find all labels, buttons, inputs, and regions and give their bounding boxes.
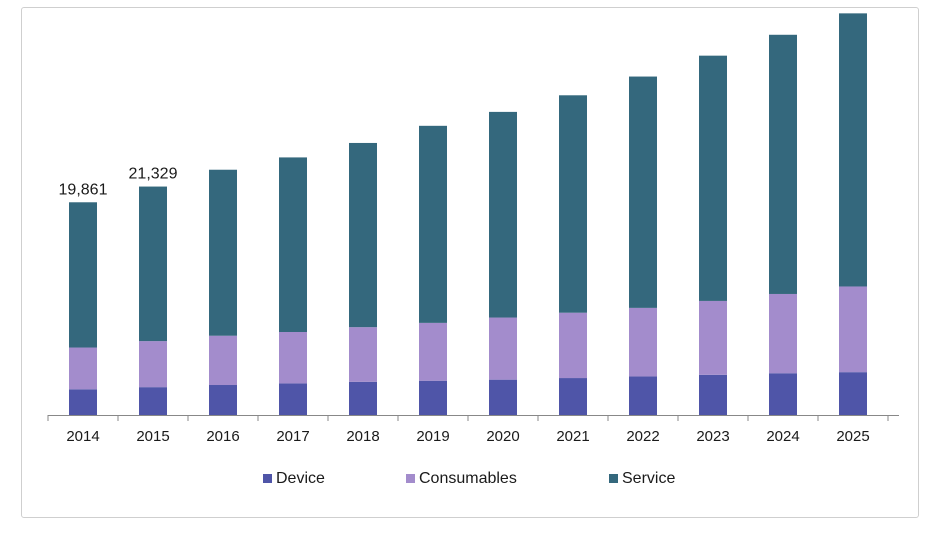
x-tick-label-2023: 2023 <box>696 428 729 445</box>
bar-service-2023 <box>699 55 727 301</box>
bar-device-2014 <box>69 389 97 415</box>
bar-consumables-2016 <box>209 335 237 386</box>
bar-device-2019 <box>419 380 447 415</box>
stacked-bar-chart: 19,861 2014 21,329 2015 2016 2017 2018 2019 2020… <box>47 13 899 487</box>
bar-consumables-2017 <box>279 331 307 384</box>
bar-device-2016 <box>209 385 237 415</box>
bar-device-2023 <box>699 374 727 415</box>
bar-device-2020 <box>489 379 517 415</box>
bar-consumables-2022 <box>629 307 657 377</box>
legend-swatch-consumables <box>406 474 415 483</box>
bar-device-2021 <box>559 378 587 415</box>
x-tick-label-2016: 2016 <box>206 428 239 445</box>
bar-device-2025 <box>839 372 867 415</box>
bar-device-2017 <box>279 383 307 415</box>
bar-service-2016 <box>209 169 237 336</box>
x-tick-label-2021: 2021 <box>556 428 589 445</box>
x-tick-label-2014: 2014 <box>66 428 99 445</box>
chart-frame: 19,861 2014 21,329 2015 2016 2017 2018 2019 2020… <box>21 7 919 518</box>
bar-consumables-2021 <box>559 312 587 379</box>
bar-service-2015 <box>139 186 167 342</box>
bar-consumables-2019 <box>419 322 447 381</box>
x-tick-label-2022: 2022 <box>626 428 659 445</box>
bar-service-2017 <box>279 157 307 332</box>
legend-swatch-service <box>609 474 618 483</box>
x-tick-label-2024: 2024 <box>766 428 799 445</box>
bar-consumables-2020 <box>489 317 517 380</box>
legend-label-consumables: Consumables <box>419 470 517 487</box>
bar-consumables-2025 <box>839 286 867 373</box>
bar-consumables-2014 <box>69 347 97 390</box>
x-tick-label-2015: 2015 <box>136 428 169 445</box>
x-tick-label-2020: 2020 <box>486 428 519 445</box>
bar-device-2024 <box>769 373 797 415</box>
bar-service-2020 <box>489 111 517 318</box>
bar-service-2024 <box>769 34 797 294</box>
total-label-2014: 19,861 <box>59 181 108 198</box>
bar-service-2014 <box>69 202 97 348</box>
legend-label-service: Service <box>622 470 675 487</box>
bar-service-2025 <box>839 13 867 287</box>
x-tick-label-2025: 2025 <box>836 428 869 445</box>
bar-consumables-2015 <box>139 341 167 388</box>
legend-swatch-device <box>263 474 272 483</box>
bar-device-2022 <box>629 376 657 415</box>
bar-device-2018 <box>349 381 377 415</box>
bar-service-2022 <box>629 76 657 308</box>
bar-device-2015 <box>139 387 167 415</box>
x-tick-label-2019: 2019 <box>416 428 449 445</box>
total-label-2015: 21,329 <box>129 166 178 183</box>
bar-consumables-2018 <box>349 327 377 382</box>
bar-consumables-2023 <box>699 300 727 375</box>
bar-consumables-2024 <box>769 293 797 374</box>
bar-service-2021 <box>559 95 587 313</box>
bar-service-2018 <box>349 142 377 328</box>
legend-label-device: Device <box>276 470 325 487</box>
bar-service-2019 <box>419 125 447 323</box>
x-tick-label-2018: 2018 <box>346 428 379 445</box>
x-tick-label-2017: 2017 <box>276 428 309 445</box>
